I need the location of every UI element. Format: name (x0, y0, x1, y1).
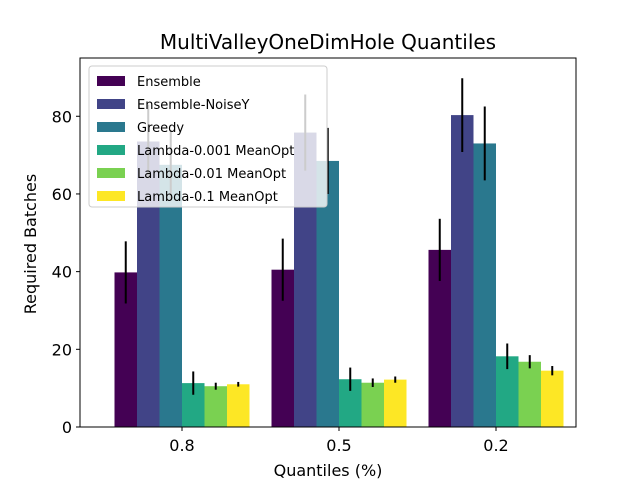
legend-label-lambda-0-001-meanopt: Lambda-0.001 MeanOpt (137, 144, 294, 159)
x-tick-label: 0.5 (326, 436, 351, 455)
legend-swatch-greedy (97, 122, 125, 132)
bar-ensemble-noisey-0.8 (137, 141, 160, 427)
y-tick-label: 20 (52, 340, 72, 359)
y-tick-label: 0 (62, 418, 72, 437)
legend-label-lambda-0-01-meanopt: Lambda-0.01 MeanOpt (137, 167, 286, 182)
bar-ensemble-noisey-0.2 (451, 115, 474, 427)
x-tick-label: 0.2 (483, 436, 508, 455)
y-tick-label: 40 (52, 263, 72, 282)
bar-lambda-0-001-meanopt-0.8 (182, 383, 205, 427)
legend-swatch-ensemble-noisey (97, 99, 125, 109)
bar-greedy-0.2 (473, 143, 496, 427)
bar-lambda-0-1-meanopt-0.8 (227, 384, 250, 427)
bar-ensemble-0.5 (271, 269, 294, 427)
chart-title: MultiValleyOneDimHole Quantiles (160, 30, 496, 54)
legend-frame (88, 65, 328, 208)
legend-swatch-ensemble (97, 76, 125, 86)
bar-lambda-0-01-meanopt-0.2 (518, 361, 541, 427)
bar-ensemble-0.2 (428, 249, 451, 427)
x-axis-label: Quantiles (%) (274, 461, 383, 480)
bar-greedy-0.5 (316, 160, 339, 427)
x-tick-label: 0.8 (169, 436, 194, 455)
bar-lambda-0-01-meanopt-0.5 (361, 382, 384, 427)
y-axis-label: Required Batches (21, 174, 40, 314)
y-tick-label: 60 (52, 185, 72, 204)
y-tick-label: 80 (52, 107, 72, 126)
bar-lambda-0-01-meanopt-0.8 (204, 386, 227, 427)
legend-swatch-lambda-0-001-meanopt (97, 145, 125, 155)
bar-lambda-0-1-meanopt-0.2 (541, 370, 564, 427)
bar-lambda-0-001-meanopt-0.2 (496, 356, 519, 427)
legend-swatch-lambda-0-01-meanopt (97, 168, 125, 178)
legend-label-greedy: Greedy (137, 121, 184, 136)
axes-frame (79, 57, 577, 428)
legend: Ensemble Ensemble-NoiseY Greedy Lambda-0.00… (88, 65, 328, 208)
bar-ensemble-0.8 (114, 272, 137, 427)
legend-label-ensemble-noisey: Ensemble-NoiseY (137, 98, 250, 113)
legend-swatch-lambda-0-1-meanopt (97, 191, 125, 201)
legend-label-ensemble: Ensemble (137, 75, 201, 90)
bar-lambda-0-1-meanopt-0.5 (384, 379, 407, 427)
legend-label-lambda-0-1-meanopt: Lambda-0.1 MeanOpt (137, 190, 278, 205)
bar-greedy-0.8 (159, 164, 182, 427)
bar-lambda-0-001-meanopt-0.5 (339, 379, 362, 427)
